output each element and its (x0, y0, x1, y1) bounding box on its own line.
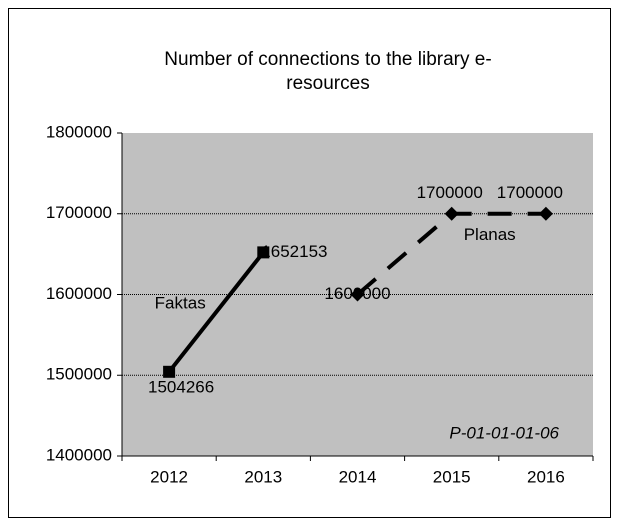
y-tick-label: 1400000 (46, 445, 112, 464)
x-tick-label: 2014 (339, 467, 377, 486)
data-label: 1652153 (261, 242, 327, 261)
x-tick-label: 2015 (433, 467, 471, 486)
series-label: Faktas (155, 294, 206, 313)
chart-title: resources (286, 73, 369, 94)
marker (257, 246, 270, 259)
data-label: 1700000 (497, 183, 563, 202)
annotation: P-01-01-01-06 (449, 423, 559, 442)
data-label: 1504266 (148, 377, 214, 396)
data-label: 1600000 (324, 284, 390, 303)
marker (350, 287, 365, 302)
y-tick-label: 1800000 (46, 122, 112, 141)
x-tick-label: 2013 (244, 467, 282, 486)
series-line (167, 251, 265, 374)
x-tick-label: 2016 (527, 467, 565, 486)
y-tick-label: 1700000 (46, 203, 112, 222)
series-label: Planas (464, 225, 516, 244)
y-tick-label: 1600000 (46, 284, 112, 303)
marker (163, 365, 176, 378)
marker (444, 206, 459, 221)
x-tick-label: 2012 (150, 467, 188, 486)
marker (538, 206, 553, 221)
y-tick-label: 1500000 (46, 365, 112, 384)
data-label: 1700000 (417, 183, 483, 202)
chart-title: Number of connections to the library e- (164, 49, 491, 70)
